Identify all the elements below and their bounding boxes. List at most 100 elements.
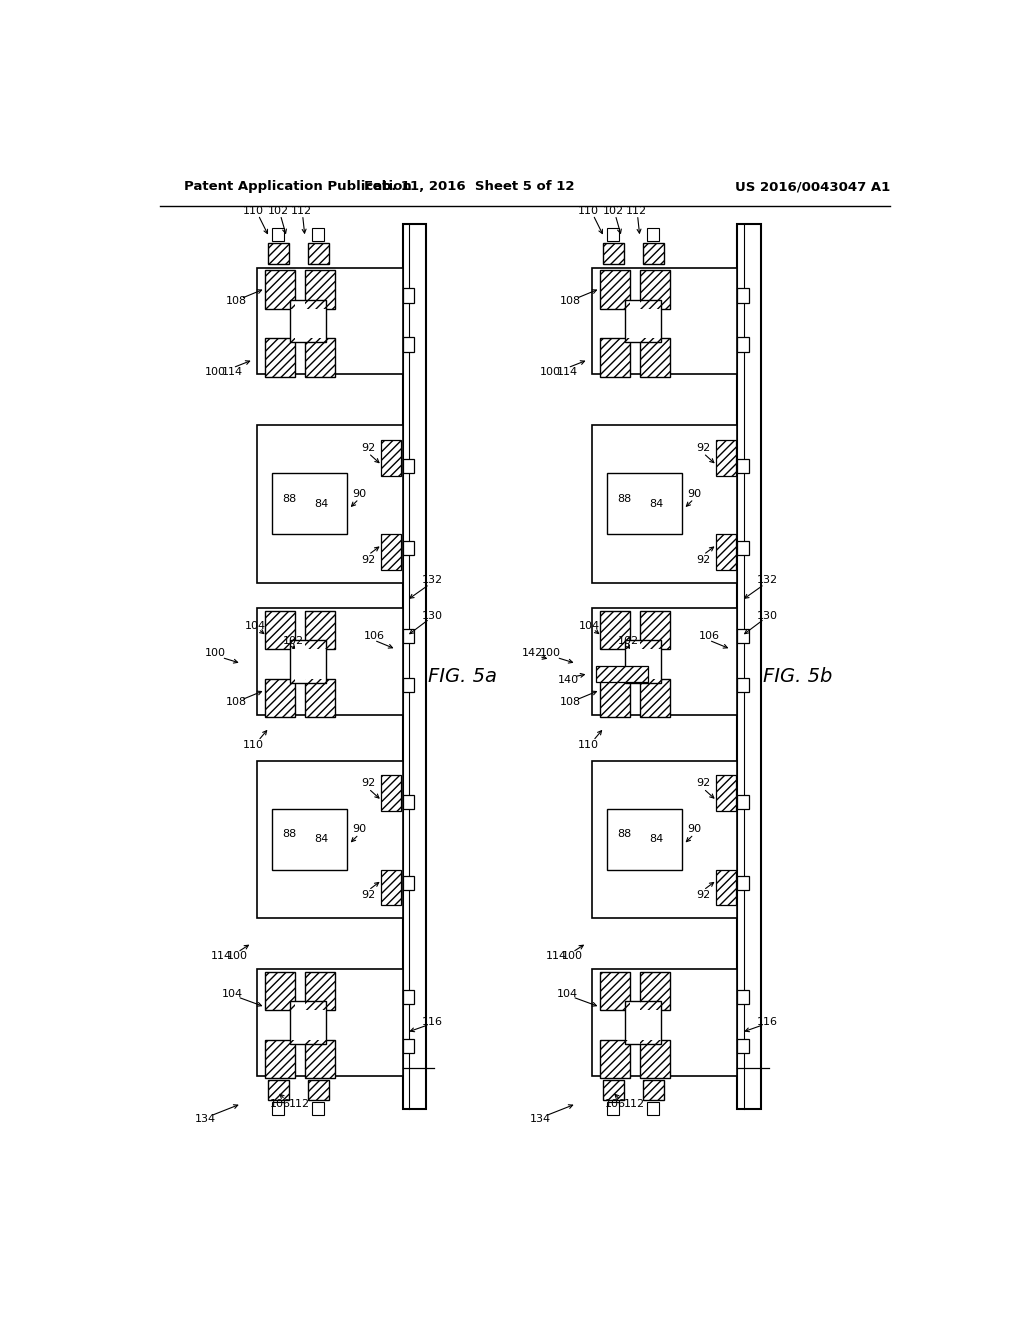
- Text: 102: 102: [603, 206, 625, 215]
- Text: 92: 92: [696, 444, 711, 453]
- Bar: [268, 1080, 290, 1100]
- Text: 112: 112: [291, 206, 311, 215]
- Bar: [626, 300, 660, 342]
- Bar: [626, 1001, 660, 1044]
- Text: 90: 90: [352, 824, 366, 834]
- Bar: [600, 611, 631, 649]
- Bar: [268, 1080, 290, 1100]
- Bar: [265, 678, 296, 718]
- Bar: [600, 678, 631, 718]
- Bar: [257, 760, 402, 919]
- Text: 100: 100: [205, 367, 226, 376]
- Bar: [272, 1102, 284, 1115]
- Bar: [607, 228, 618, 242]
- Bar: [737, 630, 749, 643]
- Text: 110: 110: [243, 741, 264, 750]
- Text: 140: 140: [558, 675, 579, 685]
- Text: 104: 104: [557, 989, 579, 999]
- Text: US 2016/0043047 A1: US 2016/0043047 A1: [734, 181, 890, 193]
- Bar: [737, 338, 749, 351]
- Bar: [640, 1040, 670, 1078]
- Bar: [640, 271, 670, 309]
- Bar: [716, 775, 736, 810]
- Bar: [402, 224, 426, 1109]
- Bar: [737, 1039, 749, 1053]
- Bar: [643, 1080, 664, 1100]
- Text: 114: 114: [557, 367, 579, 376]
- Bar: [640, 611, 670, 649]
- Text: 112: 112: [289, 1098, 310, 1109]
- Bar: [600, 271, 631, 309]
- Bar: [640, 972, 670, 1010]
- Bar: [265, 271, 296, 309]
- Bar: [402, 338, 414, 351]
- Bar: [381, 535, 401, 570]
- Bar: [640, 338, 670, 378]
- Bar: [311, 1102, 324, 1115]
- Bar: [716, 535, 736, 570]
- Bar: [257, 969, 402, 1076]
- Bar: [640, 972, 670, 1010]
- Bar: [600, 1040, 631, 1078]
- Bar: [603, 1080, 625, 1100]
- Bar: [737, 990, 749, 1005]
- Bar: [592, 425, 737, 582]
- Bar: [308, 243, 329, 264]
- Bar: [640, 271, 670, 309]
- Bar: [600, 972, 631, 1010]
- Bar: [716, 440, 736, 475]
- Text: 108: 108: [560, 697, 582, 708]
- Bar: [305, 678, 335, 718]
- Bar: [402, 541, 414, 554]
- Bar: [305, 271, 335, 309]
- Text: 130: 130: [757, 611, 778, 620]
- Text: 114: 114: [222, 367, 244, 376]
- Bar: [305, 611, 335, 649]
- Text: 112: 112: [626, 206, 646, 215]
- Bar: [381, 440, 401, 475]
- Bar: [646, 228, 658, 242]
- Text: 92: 92: [361, 554, 376, 565]
- Text: 90: 90: [352, 488, 366, 499]
- Bar: [268, 243, 290, 264]
- Bar: [643, 243, 664, 264]
- Bar: [640, 611, 670, 649]
- Bar: [606, 809, 682, 870]
- Bar: [600, 1040, 631, 1078]
- Text: 102: 102: [268, 206, 290, 215]
- Text: 92: 92: [696, 554, 711, 565]
- Bar: [265, 1040, 296, 1078]
- Bar: [643, 243, 664, 264]
- Bar: [305, 338, 335, 378]
- Text: 90: 90: [687, 824, 700, 834]
- Text: 104: 104: [222, 989, 244, 999]
- Text: 100: 100: [540, 367, 561, 376]
- Text: 106: 106: [605, 1098, 626, 1109]
- Bar: [402, 677, 414, 692]
- Text: 102: 102: [283, 636, 304, 647]
- Text: 134: 134: [196, 1114, 216, 1123]
- Text: 108: 108: [225, 697, 247, 708]
- Text: 92: 92: [696, 779, 711, 788]
- Bar: [596, 665, 648, 682]
- Bar: [737, 289, 749, 302]
- Text: 108: 108: [225, 296, 247, 306]
- Text: 112: 112: [624, 1098, 645, 1109]
- Bar: [640, 1040, 670, 1078]
- Text: 106: 106: [270, 1098, 291, 1109]
- Bar: [600, 972, 631, 1010]
- Bar: [271, 809, 347, 870]
- Text: 134: 134: [530, 1114, 551, 1123]
- Bar: [600, 678, 631, 718]
- Text: 104: 104: [580, 620, 600, 631]
- Text: 130: 130: [422, 611, 443, 620]
- Bar: [607, 1102, 618, 1115]
- Text: 88: 88: [616, 494, 631, 504]
- Text: 90: 90: [687, 488, 700, 499]
- Text: 88: 88: [282, 829, 296, 840]
- Bar: [716, 535, 736, 570]
- Bar: [402, 1039, 414, 1053]
- Text: 106: 106: [364, 631, 385, 642]
- Text: 88: 88: [616, 829, 631, 840]
- Bar: [381, 870, 401, 906]
